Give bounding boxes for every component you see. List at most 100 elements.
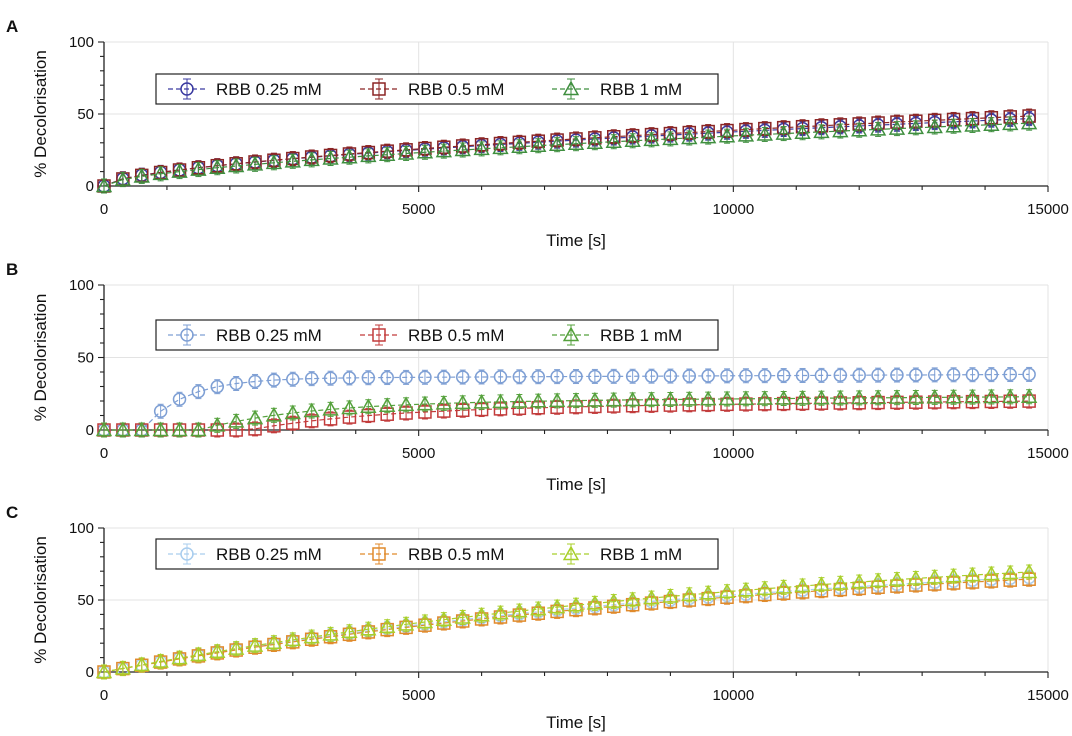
x-tick-label: 5000 [402, 687, 435, 704]
data-point [869, 572, 887, 588]
data-point [512, 370, 527, 384]
data-point [133, 167, 150, 183]
data-point [586, 134, 604, 149]
legend-marker [180, 547, 194, 561]
legend-box [155, 538, 719, 570]
data-point [303, 151, 320, 167]
data-point [229, 376, 243, 391]
y-axis-label: % Decolorisation [31, 294, 50, 422]
data-point [1003, 367, 1017, 382]
data-point [718, 390, 736, 406]
data-point [625, 369, 640, 384]
data-point [926, 118, 943, 134]
data-point [699, 128, 717, 144]
data-point [209, 416, 226, 432]
data-point [720, 369, 734, 383]
data-point [737, 581, 755, 597]
data-point [605, 133, 622, 149]
data-point [1020, 388, 1038, 403]
y-tick-label: 100 [69, 34, 94, 51]
y-tick-label: 50 [77, 106, 94, 123]
data-point [1020, 563, 1038, 579]
data-point [190, 161, 207, 176]
data-point [322, 625, 339, 641]
data-point [586, 594, 604, 610]
data-point [1002, 388, 1019, 404]
x-axis-label: Time [s] [546, 713, 606, 732]
legend-label: RBB 0.5 mM [408, 545, 504, 564]
x-tick-label: 15000 [1027, 445, 1069, 462]
legend-label: RBB 0.25 mM [216, 326, 322, 345]
data-point [871, 368, 885, 382]
data-point [454, 394, 471, 410]
x-tick-label: 5000 [402, 201, 435, 218]
data-point [397, 615, 415, 631]
data-point [265, 406, 283, 422]
data-point [341, 399, 358, 415]
data-point [511, 138, 528, 154]
data-point [567, 392, 585, 407]
data-point [454, 141, 471, 157]
data-point [323, 371, 338, 385]
panel-letter: C [6, 503, 18, 522]
data-point [869, 120, 887, 136]
series-circle [97, 111, 1036, 194]
data-point [322, 150, 339, 165]
y-tick-label: 50 [77, 592, 94, 609]
data-point [548, 598, 566, 614]
data-point [643, 391, 660, 406]
data-point [737, 390, 755, 406]
x-axis-label: Time [s] [546, 475, 606, 494]
data-point [437, 370, 451, 384]
data-point [511, 602, 528, 618]
data-point [210, 379, 225, 394]
data-point [397, 145, 415, 160]
data-point [662, 391, 679, 406]
data-point [379, 146, 396, 161]
data-point [360, 620, 377, 636]
data-point [95, 421, 113, 437]
data-point [907, 119, 925, 135]
data-point [341, 148, 358, 164]
data-point [701, 369, 715, 383]
legend-label: RBB 1 mM [600, 545, 682, 564]
data-point [776, 368, 791, 383]
data-point [869, 389, 887, 405]
data-point [813, 576, 830, 591]
data-point [152, 421, 169, 437]
data-point [813, 123, 830, 139]
y-axis-label: % Decolorisation [31, 50, 50, 178]
data-point [567, 135, 585, 150]
data-point [114, 659, 132, 675]
data-point [718, 127, 736, 143]
data-point [739, 368, 753, 383]
data-point [397, 396, 415, 412]
panel-letter: A [6, 17, 18, 36]
data-point [624, 391, 641, 407]
data-point [775, 390, 792, 405]
x-tick-label: 10000 [712, 687, 754, 704]
data-point [983, 388, 1000, 404]
data-point [360, 398, 377, 413]
data-point [832, 574, 849, 590]
series-circle [97, 366, 1036, 438]
x-tick-label: 15000 [1027, 201, 1069, 218]
data-point [474, 370, 489, 384]
data-point [227, 640, 245, 655]
data-point [1002, 115, 1019, 131]
series-triangle [95, 563, 1038, 680]
data-point [473, 140, 490, 156]
data-point [530, 137, 547, 152]
data-point [531, 369, 545, 384]
y-tick-label: 100 [69, 520, 94, 537]
data-point [190, 646, 207, 662]
legend-marker [562, 545, 580, 561]
data-point [399, 370, 413, 385]
data-point [756, 580, 773, 596]
legend-label: RBB 0.25 mM [216, 80, 322, 99]
data-point [946, 368, 961, 382]
data-point [418, 370, 432, 385]
data-point [473, 393, 490, 409]
data-point [927, 368, 942, 382]
